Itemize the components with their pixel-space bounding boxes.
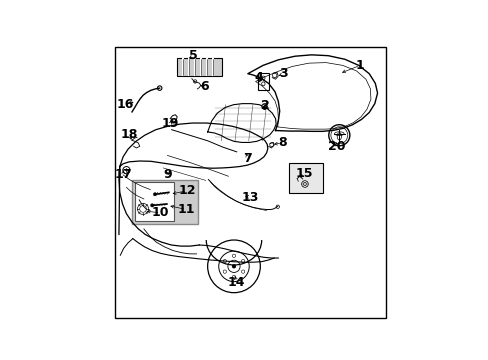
Bar <box>258 73 268 90</box>
Text: 12: 12 <box>178 184 196 197</box>
Text: 18: 18 <box>120 128 138 141</box>
Bar <box>289 163 323 193</box>
Bar <box>177 58 221 76</box>
Text: 7: 7 <box>243 152 252 165</box>
Text: 9: 9 <box>163 167 171 180</box>
Text: 6: 6 <box>200 80 209 93</box>
Text: 10: 10 <box>151 206 169 219</box>
Text: 20: 20 <box>327 140 345 153</box>
Bar <box>132 180 198 224</box>
Text: 8: 8 <box>277 136 286 149</box>
Text: 2: 2 <box>261 99 270 112</box>
Bar <box>135 183 173 221</box>
Circle shape <box>150 204 154 207</box>
Text: 19: 19 <box>161 117 179 130</box>
Circle shape <box>153 193 156 196</box>
Text: 16: 16 <box>117 98 134 111</box>
Text: 15: 15 <box>295 167 313 180</box>
Text: 3: 3 <box>279 67 287 80</box>
Text: 4: 4 <box>253 71 262 84</box>
Text: 13: 13 <box>242 190 259 203</box>
Text: 1: 1 <box>355 59 364 72</box>
Text: 14: 14 <box>227 276 245 289</box>
Circle shape <box>232 265 235 268</box>
Text: 17: 17 <box>114 167 132 180</box>
Text: 5: 5 <box>189 49 198 62</box>
Text: 11: 11 <box>177 203 195 216</box>
